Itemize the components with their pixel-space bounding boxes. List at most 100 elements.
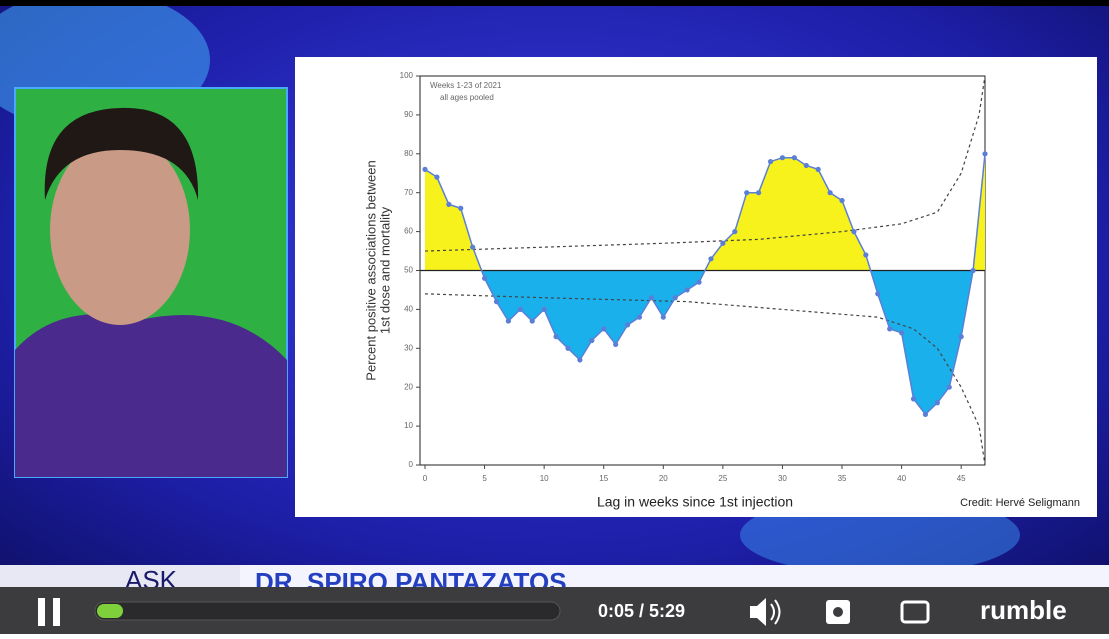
- data-point: [791, 155, 797, 161]
- data-point: [803, 162, 809, 169]
- x-tick-label: 35: [838, 474, 847, 483]
- data-point: [887, 326, 893, 332]
- chart: 0 10 20 30 40 50 60 70 80 90 100 0 5 10 15 20 25 30 35 40 45…: [363, 71, 1080, 510]
- pause-icon: [38, 598, 45, 626]
- brand-logo[interactable]: rumble: [980, 595, 1067, 625]
- data-point: [779, 155, 786, 161]
- data-point: [565, 345, 571, 351]
- data-point: [660, 314, 666, 320]
- face: [50, 135, 190, 325]
- pause-icon: [53, 598, 60, 626]
- y-tick-label: 40: [404, 305, 413, 314]
- annotation: all ages pooled: [440, 93, 494, 102]
- data-point: [505, 318, 512, 324]
- x-tick-label: 5: [482, 474, 487, 483]
- y-tick-label: 50: [404, 266, 413, 275]
- shirt: [15, 314, 287, 477]
- hair: [44, 107, 199, 200]
- x-tick-label: 15: [599, 474, 608, 483]
- x-tick-label: 25: [718, 474, 727, 483]
- volume-waves: [770, 599, 781, 625]
- top-bar: [0, 0, 1109, 6]
- data-point: [922, 411, 929, 418]
- data-point: [422, 166, 428, 172]
- y-tick-label: 20: [404, 382, 413, 391]
- data-point: [875, 291, 881, 297]
- annotation: Weeks 1-23 of 2021: [430, 81, 502, 90]
- data-point: [553, 334, 559, 340]
- data-point: [720, 240, 726, 246]
- x-tick-label: 0: [423, 474, 428, 483]
- y-tick-label: 10: [404, 421, 413, 430]
- x-axis-label: Lag in weeks since 1st injection: [597, 494, 793, 510]
- pause-button[interactable]: [38, 598, 60, 626]
- webcam: [14, 87, 288, 478]
- y-tick-label: 0: [409, 460, 414, 469]
- data-point: [458, 205, 464, 211]
- y-tick-label: 100: [400, 71, 414, 80]
- data-point: [636, 314, 643, 320]
- data-point: [827, 190, 833, 196]
- data-point: [577, 357, 583, 363]
- chart-panel: [295, 57, 1097, 517]
- data-point: [613, 341, 619, 348]
- data-point: [696, 279, 702, 285]
- data-point: [815, 166, 821, 172]
- data-point: [589, 337, 595, 344]
- area-above: [425, 153, 985, 270]
- data-point: [756, 190, 762, 196]
- data-point: [517, 306, 523, 312]
- banner-name-bg: [240, 565, 1109, 587]
- fullscreen-button[interactable]: [900, 600, 930, 624]
- data-point: [493, 299, 500, 305]
- x-tick-label: 40: [897, 474, 906, 483]
- data-point: [910, 396, 917, 402]
- data-point: [434, 174, 440, 180]
- volume-button[interactable]: [750, 598, 781, 626]
- x-tick-label: 10: [540, 474, 549, 483]
- data-point: [541, 306, 547, 312]
- data-point: [672, 295, 678, 301]
- data-point: [851, 229, 857, 235]
- bound-line: [424, 293, 986, 466]
- data-point: [970, 267, 976, 274]
- data-point: [624, 322, 631, 328]
- data-point: [946, 384, 952, 390]
- y-tick-label: 80: [404, 149, 413, 158]
- data-point: [898, 330, 905, 336]
- y-tick-label: 60: [404, 227, 413, 236]
- credit: Credit: Hervé Seligmann: [960, 497, 1080, 509]
- data-point: [708, 256, 714, 262]
- y-tick-label: 70: [404, 188, 413, 197]
- progress-fill: [97, 604, 123, 618]
- data-point: [767, 158, 774, 165]
- data-point: [958, 334, 964, 340]
- time-display: 0:05 / 5:29: [598, 601, 685, 621]
- x-tick-label: 45: [957, 474, 966, 483]
- progress-track[interactable]: [94, 601, 561, 621]
- data-point: [684, 287, 690, 293]
- data-point: [982, 151, 988, 157]
- data-point: [648, 295, 654, 301]
- data-point: [863, 252, 869, 258]
- y-axis-label: 1st dose and mortality: [377, 206, 392, 334]
- data-point: [529, 318, 535, 324]
- x-tick-label: 30: [778, 474, 787, 483]
- data-point: [732, 229, 738, 235]
- x-tick-label: 20: [659, 474, 668, 483]
- data-point: [839, 197, 845, 204]
- y-axis-label: Percent positive associations between: [363, 160, 378, 380]
- y-tick-label: 90: [404, 110, 413, 119]
- settings-button[interactable]: [826, 600, 850, 624]
- data-point: [481, 275, 488, 281]
- area-below: [425, 270, 985, 415]
- data-point: [744, 190, 750, 196]
- y-tick-label: 30: [404, 343, 413, 352]
- data-point: [934, 400, 940, 406]
- settings-gear: [833, 607, 843, 617]
- data-point: [470, 244, 476, 250]
- data-point: [601, 326, 607, 332]
- volume-icon: [750, 598, 766, 626]
